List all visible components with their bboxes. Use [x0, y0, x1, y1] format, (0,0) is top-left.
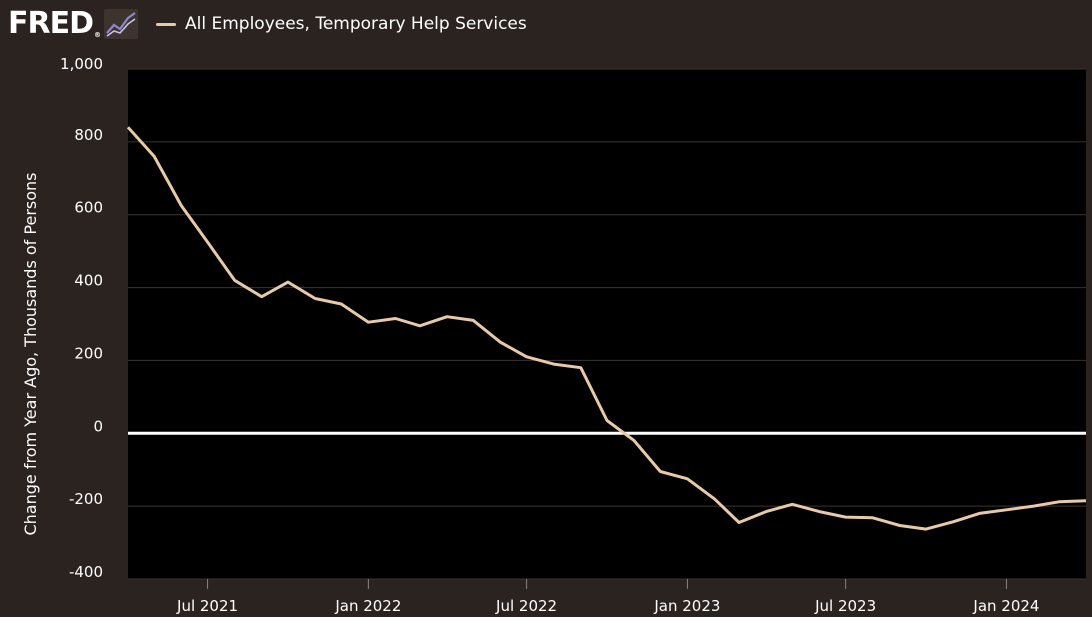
x-tick-label: Jul 2021: [176, 597, 238, 615]
x-tick-label: Jan 2024: [972, 597, 1039, 615]
y-tick-label: -200: [69, 490, 103, 508]
y-tick-label: 600: [74, 199, 103, 217]
fred-logo[interactable]: FRED®: [8, 6, 101, 41]
y-tick-label: 0: [93, 417, 103, 435]
y-tick-label: 800: [74, 126, 103, 144]
x-tick-label: Jan 2022: [334, 597, 401, 615]
y-tick-label: 200: [74, 344, 103, 362]
registered-mark: ®: [94, 31, 101, 39]
x-tick-label: Jul 2023: [814, 597, 876, 615]
legend-label: All Employees, Temporary Help Services: [185, 14, 527, 34]
x-axis-ticks: Jul 2021 Jan 2022 Jul 2022 Jan 2023 Jul 2023…: [176, 579, 1039, 615]
line-chart-icon: [104, 9, 138, 39]
legend-swatch: [156, 22, 176, 26]
plot-area: [128, 69, 1086, 579]
y-axis-title: Change from Year Ago, Thousands of Perso…: [21, 173, 40, 536]
series-line-temporary-help-services[interactable]: [126, 126, 1087, 531]
chart-header: FRED® All Employees, Temporary Help Serv…: [8, 4, 527, 44]
chart-legend[interactable]: All Employees, Temporary Help Services: [156, 14, 527, 34]
x-tick-label: Jul 2022: [495, 597, 557, 615]
fred-logo-text: FRED: [8, 6, 94, 41]
y-tick-label: 1,000: [60, 55, 103, 73]
y-tick-label: -400: [69, 563, 103, 581]
grid-lines: [128, 68, 1086, 580]
y-tick-label: 400: [74, 272, 103, 290]
y-axis-ticks: 1,000 800 600 400 200 0 -200 -400: [60, 55, 103, 581]
x-tick-label: Jan 2023: [653, 597, 720, 615]
